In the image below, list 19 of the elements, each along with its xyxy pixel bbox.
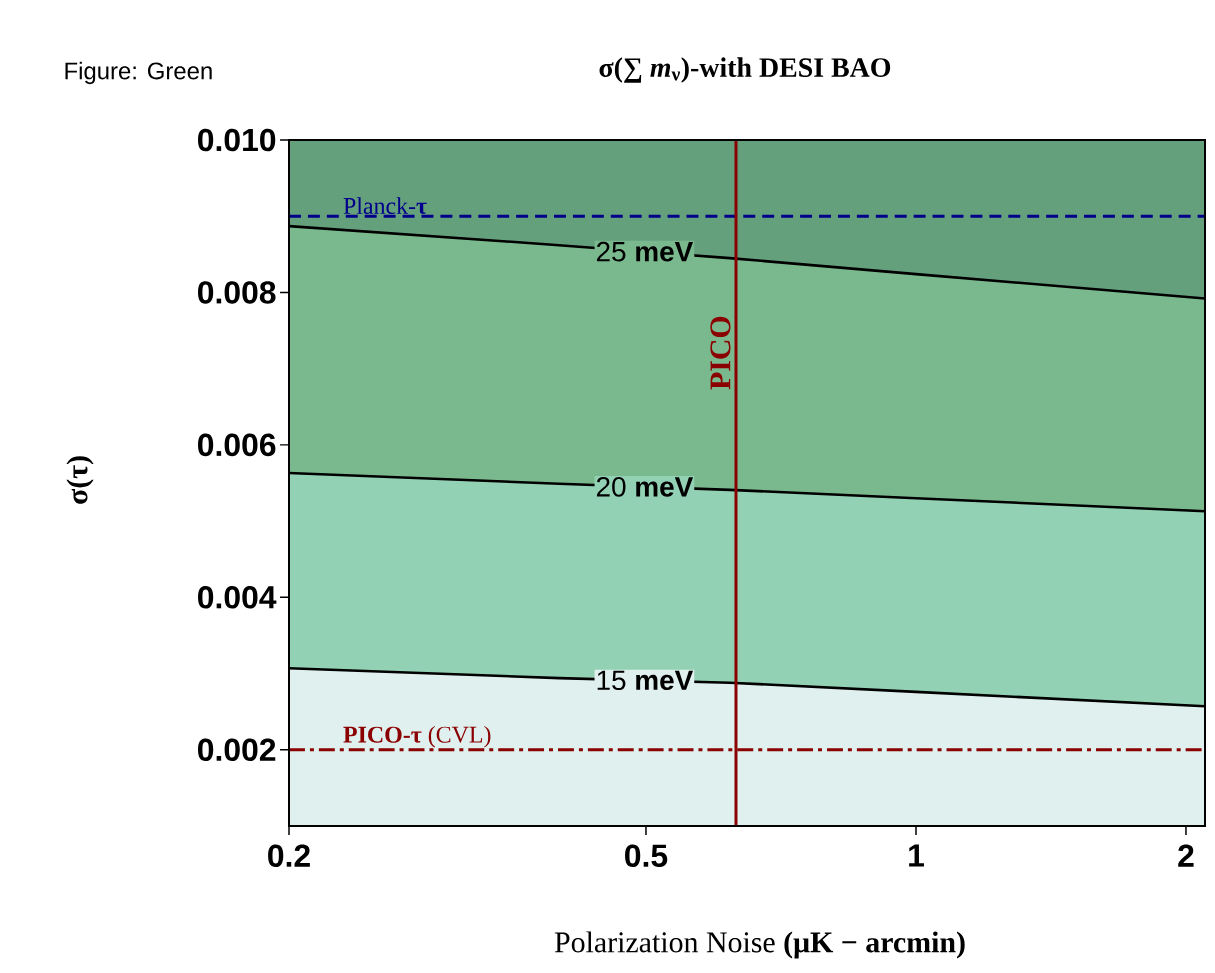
x-tick-label: 1 — [909, 844, 924, 867]
chart-title: σ(∑ m$_{ν}$)-with DESI BAO — [599, 57, 891, 83]
y-tick-label: 0.006 — [198, 433, 276, 457]
y-tick-label: 0.008 — [198, 281, 276, 304]
y-axis-title: σ(τ) — [66, 456, 94, 504]
y-tick-label: 0.002 — [198, 738, 276, 762]
x-tick-label: 0.5 — [625, 844, 668, 868]
series-label: 15 meV — [597, 670, 694, 691]
ref-line-label: PICO-τ (CVL) — [343, 725, 491, 748]
y-tick-label: 0.004 — [198, 586, 277, 609]
series-label: 25 meV — [596, 241, 694, 262]
y-tick-label: 0.010 — [198, 128, 276, 152]
text: Figure: Green — [65, 61, 212, 85]
series-label: 20 meV — [596, 476, 694, 497]
x-tick-label: 2 — [1178, 844, 1194, 867]
x-axis-title: Polarization Noise (μK − arcmin) — [554, 931, 965, 959]
ref-line-label: PICO — [710, 316, 731, 390]
x-tick-label: 0.2 — [268, 844, 310, 868]
ref-line-label: Planck-τ — [343, 197, 427, 215]
